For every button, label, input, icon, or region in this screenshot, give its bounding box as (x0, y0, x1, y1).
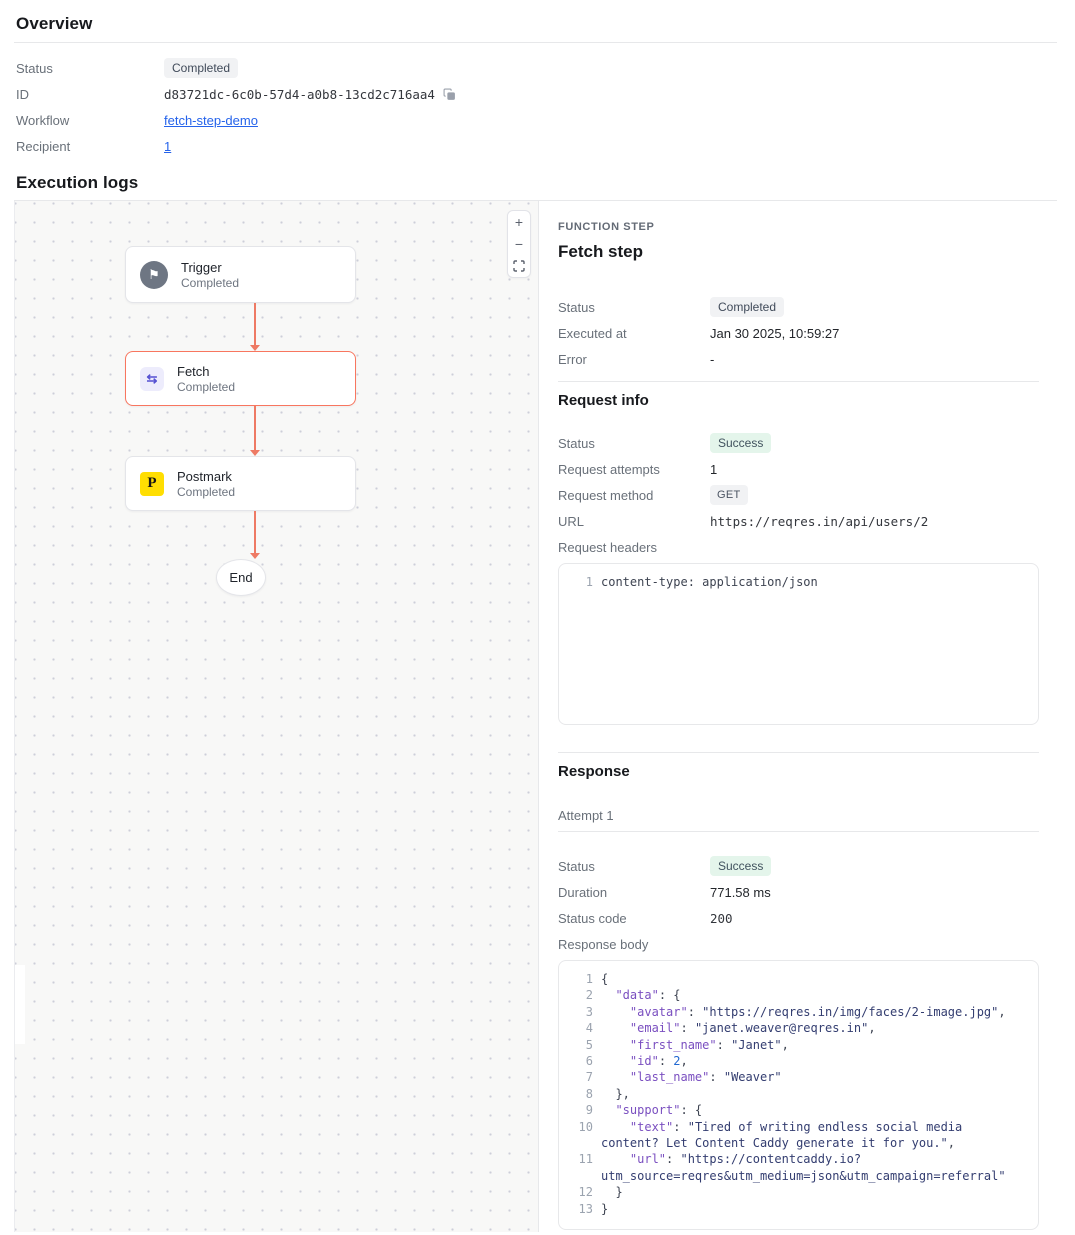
response-title: Response (558, 763, 630, 780)
canvas-zoom-controls: + − (507, 210, 531, 278)
executed-at-value: Jan 30 2025, 10:59:27 (710, 325, 840, 341)
request-status-badge: Success (710, 433, 772, 453)
arrow-head-icon (249, 345, 260, 351)
recipient-label: Recipient (16, 138, 71, 154)
step-type-eyebrow: FUNCTION STEP (558, 221, 655, 233)
trigger-flag-icon: ⚑ (140, 260, 168, 289)
detail-row-error: Error - (558, 346, 1039, 372)
id-label: ID (16, 86, 29, 102)
overview-row-recipient: Recipient 1 (16, 133, 1057, 159)
node-title: Fetch (177, 363, 210, 379)
node-trigger[interactable]: ⚑ Trigger Completed (125, 246, 356, 303)
detail-row-response-body: Response body (558, 931, 1039, 957)
status-code-label: Status code (558, 910, 627, 926)
node-title: Postmark (177, 468, 232, 484)
status-label: Status (16, 60, 53, 76)
node-fetch[interactable]: ⇆ Fetch Completed (125, 351, 356, 406)
response-status-badge: Success (710, 856, 772, 876)
attempt-divider (558, 831, 1039, 832)
copy-icon[interactable] (443, 88, 456, 101)
overview-section: Overview Status Completed ID d83721dc-6c… (14, 0, 1057, 159)
request-attempts-label: Request attempts (558, 461, 660, 477)
request-headers-label: Request headers (558, 539, 658, 555)
zoom-in-icon[interactable]: + (514, 214, 524, 230)
executed-at-label: Executed at (558, 325, 627, 341)
node-end[interactable]: End (216, 559, 266, 596)
overview-divider (14, 42, 1057, 43)
arrow-head-icon (249, 450, 260, 456)
node-status: Completed (181, 275, 240, 290)
overview-row-status: Status Completed (16, 55, 1057, 81)
transaction-id: d83721dc-6c0b-57d4-a0b8-13cd2c716aa4 (164, 86, 435, 102)
step-status-badge: Completed (710, 297, 785, 317)
error-value: - (710, 351, 715, 367)
request-attempts-value: 1 (710, 461, 718, 477)
attempt-label: Attempt 1 (558, 808, 614, 823)
edge-trigger-to-fetch (248, 303, 261, 351)
detail-row-request-attempts: Request attempts 1 (558, 456, 1039, 482)
detail-row-response-status: Status Success (558, 853, 1039, 879)
section-divider (558, 381, 1039, 382)
detail-row-duration: Duration 771.58 ms (558, 879, 1039, 905)
detail-row-url: URL https://reqres.in/api/users/2 (558, 508, 1039, 534)
fetch-swap-icon: ⇆ (140, 366, 164, 391)
edge-postmark-to-end (248, 511, 261, 559)
error-label: Error (558, 351, 587, 367)
edge-fetch-to-postmark (248, 406, 261, 456)
node-status: Completed (177, 379, 236, 394)
step-title: Fetch step (558, 242, 644, 261)
node-status: Completed (177, 484, 236, 499)
detail-row-executed-at: Executed at Jan 30 2025, 10:59:27 (558, 320, 1039, 346)
request-method-label: Request method (558, 487, 654, 503)
workflow-label: Workflow (16, 112, 70, 128)
execution-logs-panel: + − ⚑ Trigger Completed ⇆ Fetch Com (14, 200, 1057, 1232)
recipient-link[interactable]: 1 (164, 138, 172, 154)
node-postmark[interactable]: P Postmark Completed (125, 456, 356, 511)
postmark-logo-icon: P (140, 471, 164, 496)
fit-view-icon[interactable] (508, 255, 530, 277)
url-value: https://reqres.in/api/users/2 (710, 513, 929, 529)
node-title: Trigger (181, 259, 222, 275)
duration-value: 771.58 ms (710, 884, 771, 900)
status-badge: Completed (164, 58, 239, 78)
execution-logs-title: Execution logs (16, 173, 139, 192)
request-method-badge: GET (710, 485, 748, 505)
status-code-value: 200 (710, 910, 733, 926)
request-headers-code-block: 1 content-type: application/json (558, 563, 1039, 725)
detail-row-status-code: Status code 200 (558, 905, 1039, 931)
url-label: URL (558, 513, 585, 529)
arrow-head-icon (249, 553, 260, 559)
response-body-label: Response body (558, 936, 649, 952)
response-body-code-block: 1{2 "data": {3 "avatar": "https://reqres… (558, 960, 1039, 1230)
detail-row-status: Status Completed (558, 294, 1039, 320)
detail-row-request-status: Status Success (558, 430, 1039, 456)
overview-row-workflow: Workflow fetch-step-demo (16, 107, 1057, 133)
detail-row-request-method: Request method GET (558, 482, 1039, 508)
canvas-left-notch (15, 965, 25, 1044)
duration-label: Duration (558, 884, 608, 900)
overview-row-id: ID d83721dc-6c0b-57d4-a0b8-13cd2c716aa4 (16, 81, 1057, 107)
section-divider (558, 752, 1039, 753)
page-title: Overview (16, 14, 93, 33)
workflow-canvas[interactable]: + − ⚑ Trigger Completed ⇆ Fetch Com (14, 201, 539, 1232)
detail-row-request-headers: Request headers (558, 534, 1039, 560)
status-label: Status (558, 858, 595, 874)
status-label: Status (558, 435, 595, 451)
request-info-title: Request info (558, 392, 649, 409)
workflow-link[interactable]: fetch-step-demo (164, 112, 258, 128)
status-label: Status (558, 299, 595, 315)
zoom-out-icon[interactable]: − (514, 236, 524, 252)
step-details-panel: FUNCTION STEP Fetch step Status Complete… (539, 201, 1057, 1232)
